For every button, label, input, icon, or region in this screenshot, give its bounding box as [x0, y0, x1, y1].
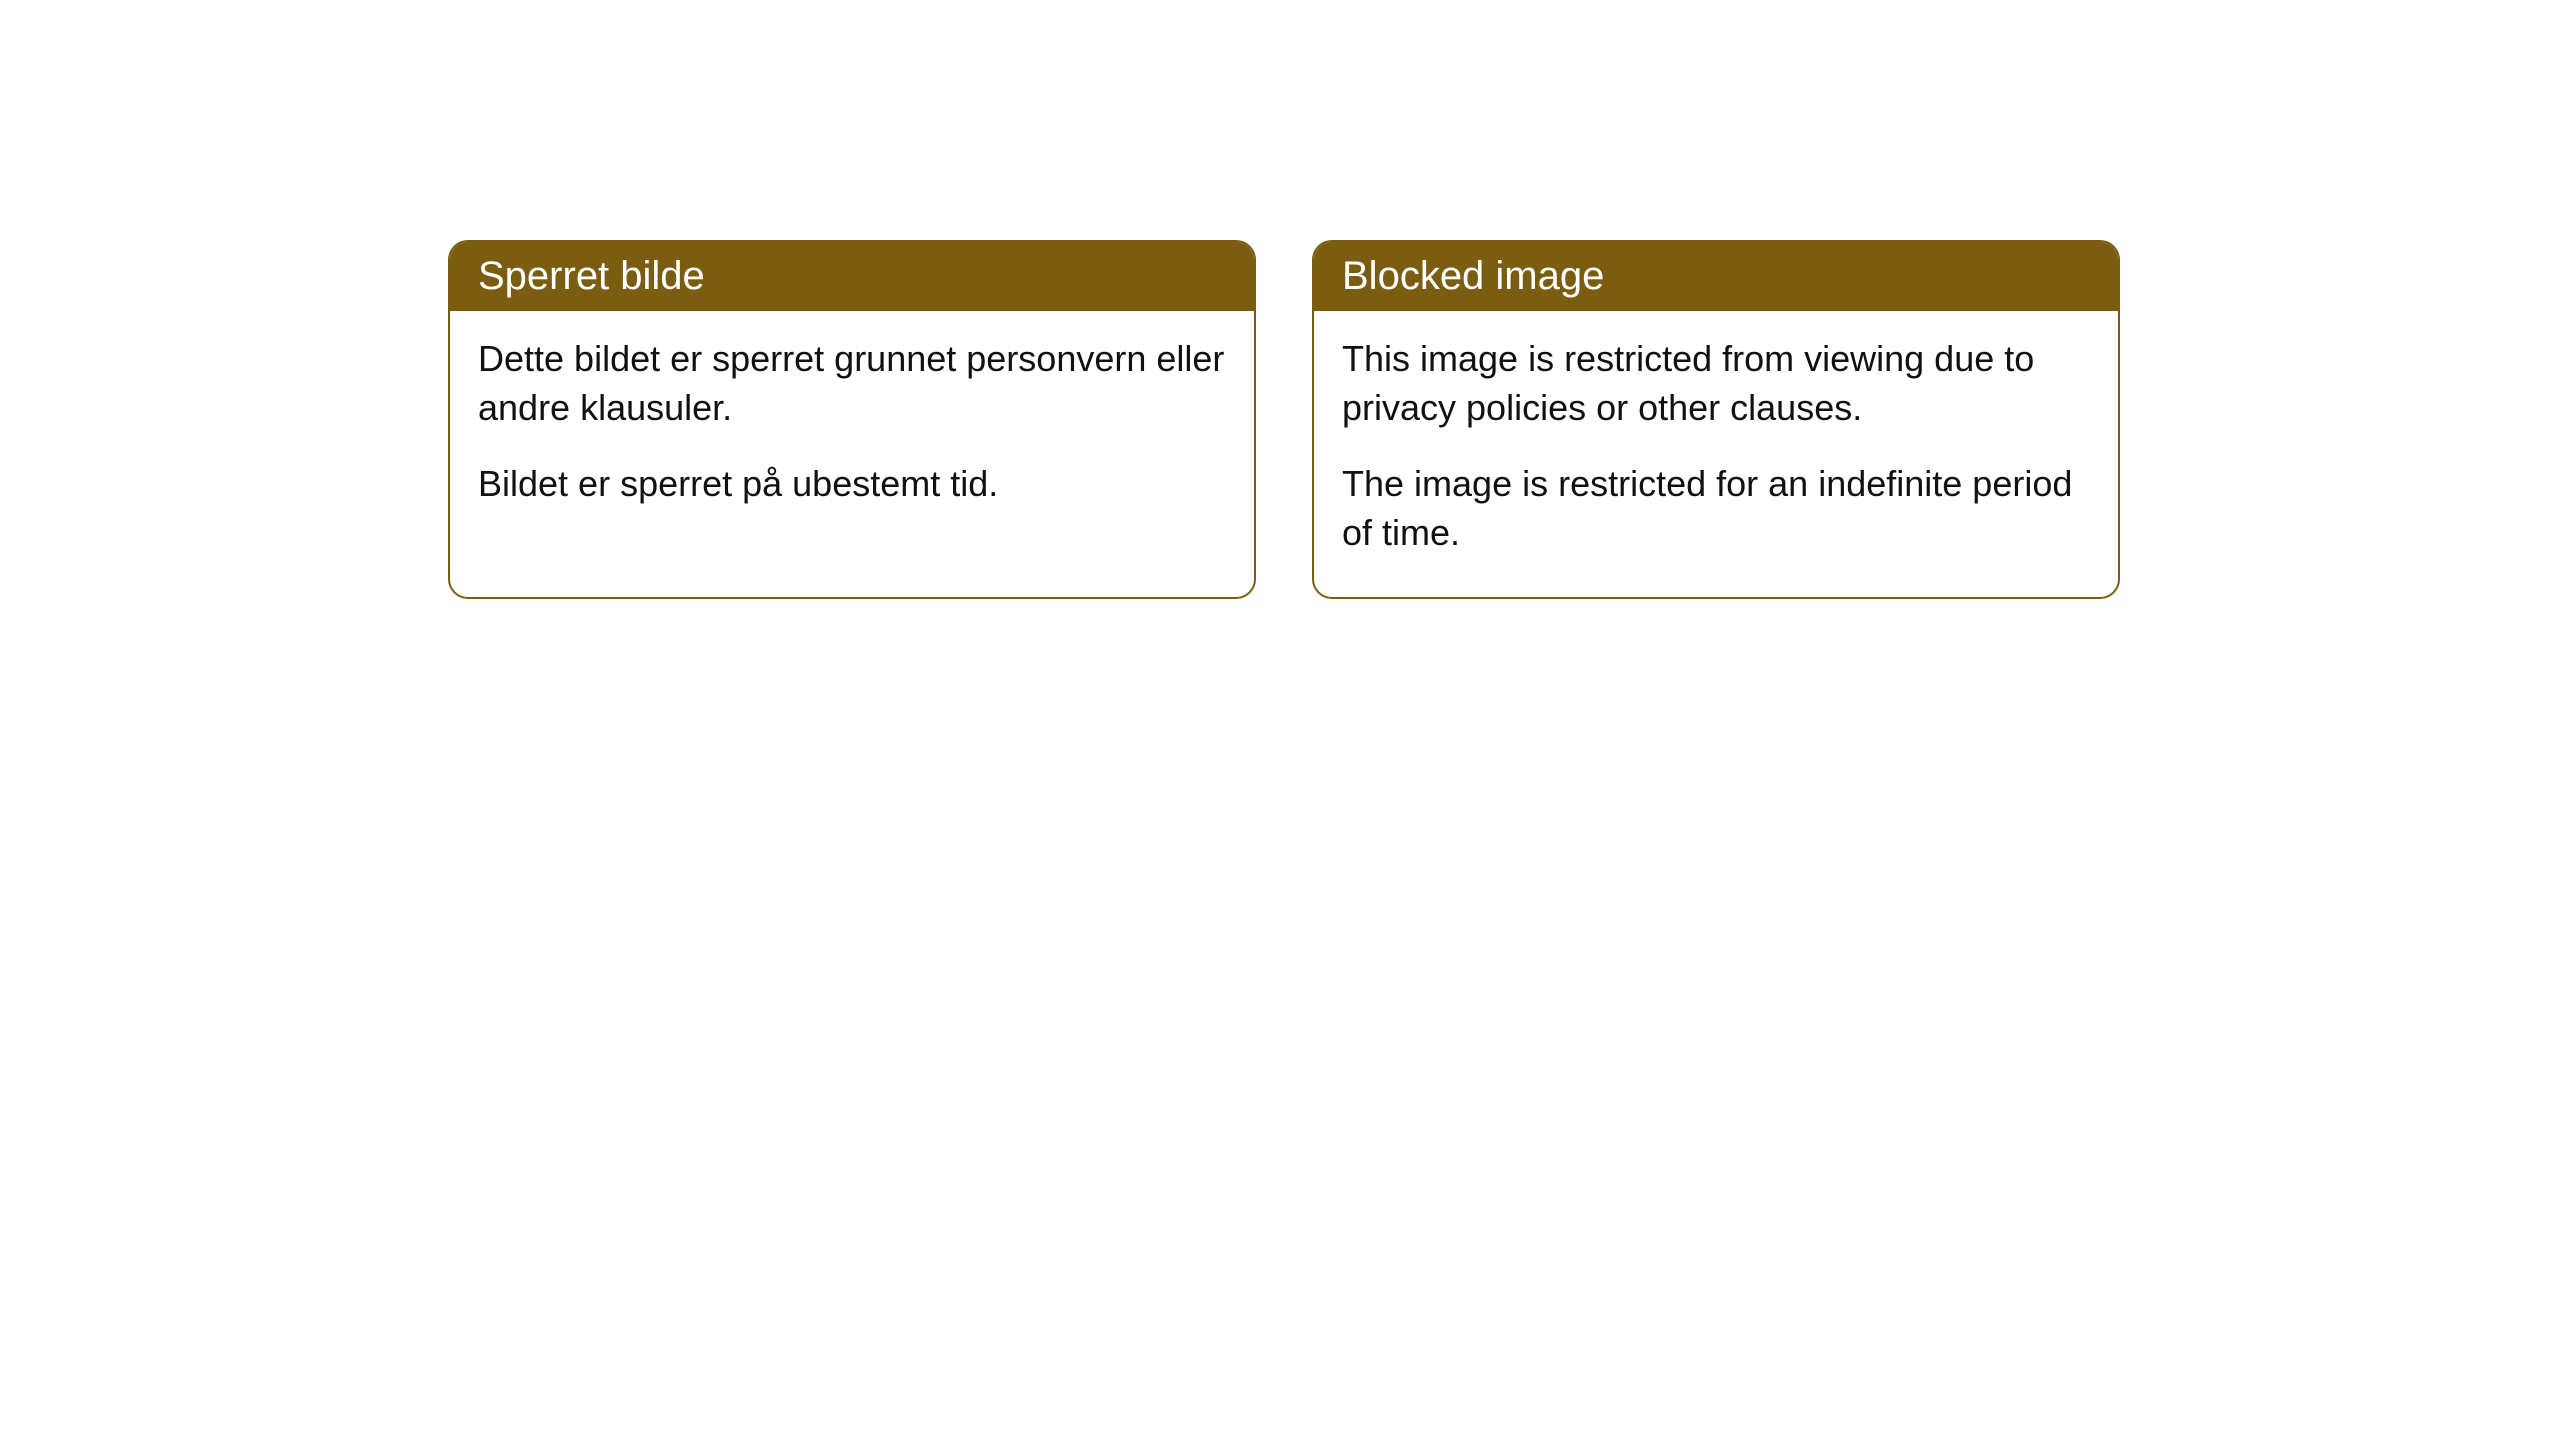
card-title: Blocked image — [1342, 254, 1604, 298]
card-paragraph-2: Bildet er sperret på ubestemt tid. — [478, 460, 1226, 509]
blocked-image-card-norwegian: Sperret bilde Dette bildet er sperret gr… — [448, 240, 1256, 599]
card-header: Blocked image — [1314, 242, 2118, 311]
card-paragraph-2: The image is restricted for an indefinit… — [1342, 460, 2090, 557]
blocked-image-card-english: Blocked image This image is restricted f… — [1312, 240, 2120, 599]
card-body: Dette bildet er sperret grunnet personve… — [450, 311, 1254, 549]
card-header: Sperret bilde — [450, 242, 1254, 311]
card-paragraph-1: Dette bildet er sperret grunnet personve… — [478, 335, 1226, 432]
card-paragraph-1: This image is restricted from viewing du… — [1342, 335, 2090, 432]
card-title: Sperret bilde — [478, 254, 705, 298]
card-body: This image is restricted from viewing du… — [1314, 311, 2118, 597]
notice-cards-container: Sperret bilde Dette bildet er sperret gr… — [448, 240, 2560, 599]
